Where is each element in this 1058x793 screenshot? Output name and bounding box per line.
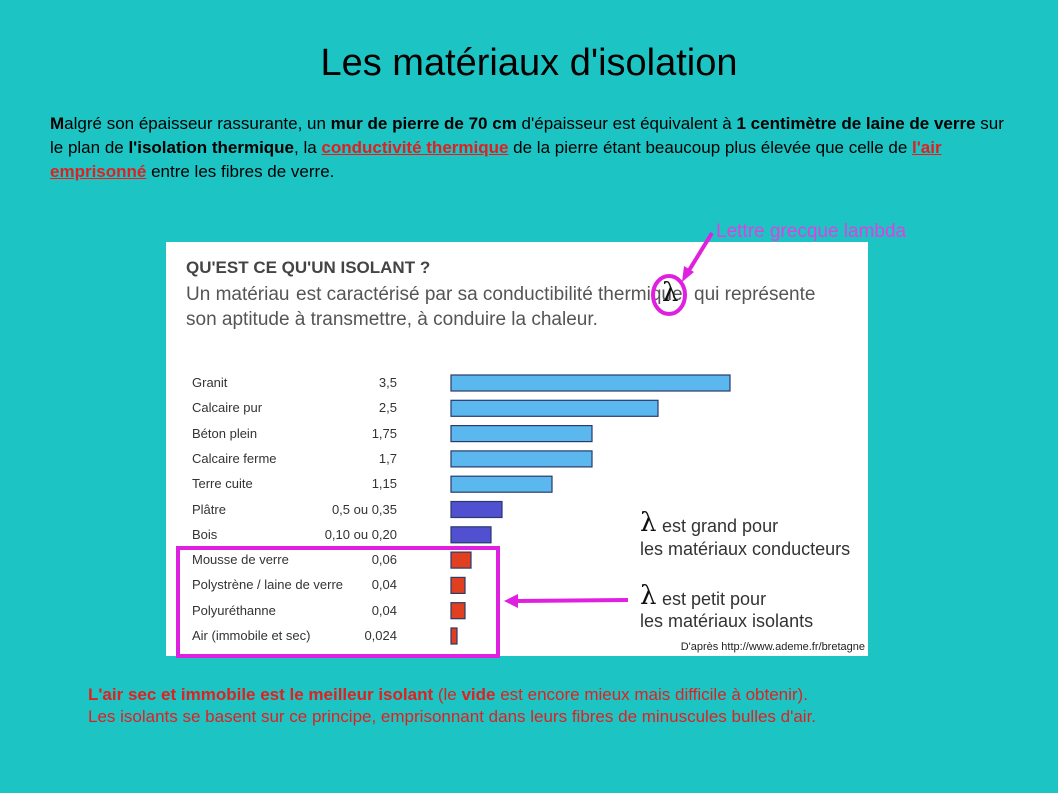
material-name: Granit xyxy=(192,375,228,390)
bar xyxy=(450,425,593,443)
text: entre les fibres de verre. xyxy=(146,162,335,181)
material-name: Bois xyxy=(192,526,218,542)
arrow xyxy=(515,598,629,603)
note: les matériaux conducteurs xyxy=(640,539,851,559)
text: Les isolants se basent sur ce principe, … xyxy=(88,707,817,726)
text: , la xyxy=(294,138,322,157)
note: est grand pour xyxy=(662,516,779,536)
bar xyxy=(450,399,659,417)
material-name: Polyuréthanne xyxy=(192,602,276,618)
text: algré son épaisseur rassurante, un xyxy=(64,114,331,133)
lambda-value: 0,06 xyxy=(371,552,397,568)
text: L'air sec et immobile est le meilleur is… xyxy=(88,685,434,704)
lambda-value: 1,7 xyxy=(378,450,397,466)
bars xyxy=(450,374,731,645)
figure: QU'EST CE QU'UN ISOLANT ? Un matériau es… xyxy=(166,242,868,656)
link-text: conductivité thermique xyxy=(321,138,509,157)
text: (le xyxy=(433,685,462,704)
text: l'isolation thermique xyxy=(128,138,295,157)
link-text: l'air emprisonné xyxy=(50,138,942,181)
lambda-symbol: λ xyxy=(640,508,657,538)
figure-text: qui représente xyxy=(694,284,816,305)
lambda-value: 2,5 xyxy=(378,400,397,416)
bar xyxy=(450,450,593,468)
note: est petit pour xyxy=(662,589,767,609)
bar xyxy=(450,475,553,493)
figure-text: son aptitude à transmettre, à conduire l… xyxy=(186,309,598,330)
material-name: Calcaire pur xyxy=(192,400,263,416)
text: vide xyxy=(461,685,496,704)
bar xyxy=(450,374,731,392)
text: 1 centimètre de laine de verre xyxy=(736,114,976,133)
material-name: Béton plein xyxy=(192,425,258,441)
text: d'épaisseur est équivalent à xyxy=(516,114,737,133)
lambda-value: 3,5 xyxy=(378,375,397,390)
lambda-value: 0,04 xyxy=(371,602,397,618)
figure-text: est caractérisé par sa conductibilité th… xyxy=(296,284,683,305)
lambda-value: 0,04 xyxy=(371,577,397,593)
material-name: Plâtre xyxy=(192,501,226,517)
source: D'après http://www.ademe.fr/bretagne xyxy=(680,641,865,653)
bar xyxy=(450,551,472,569)
note: les matériaux isolants xyxy=(640,611,814,631)
annotation: Lettre grecque lambda xyxy=(716,221,907,242)
title: Les matériaux d'isolation xyxy=(320,42,738,84)
arrow-head xyxy=(682,266,694,282)
lambda-value: 1,75 xyxy=(371,425,397,441)
arrow-head xyxy=(504,594,518,608)
lambda-value: 0,024 xyxy=(364,628,397,643)
material-name: Polystrène / laine de verre xyxy=(192,577,344,593)
material-name: Terre cuite xyxy=(192,476,253,492)
text: de la pierre étant beaucoup plus élevée … xyxy=(508,138,913,157)
conclusion: L'air sec et immobile est le meilleur is… xyxy=(88,684,1028,728)
arrow xyxy=(686,231,714,274)
lambda-value: 0,5 ou 0,35 xyxy=(331,501,397,517)
material-name: Air (immobile et sec) xyxy=(192,628,311,643)
text: mur de pierre de 70 cm xyxy=(330,114,517,133)
lambda-symbol: λ xyxy=(640,581,657,611)
text: sur le plan de xyxy=(50,114,1004,157)
lambda-symbol: λ xyxy=(662,278,679,308)
bar xyxy=(450,500,503,519)
text: est encore mieux mais difficile à obteni… xyxy=(495,685,808,704)
text: M xyxy=(50,114,65,133)
figure-heading: QU'EST CE QU'UN ISOLANT ? xyxy=(186,258,431,277)
bar xyxy=(450,526,492,544)
lambda-value: 1,15 xyxy=(371,476,397,492)
figure-text: Un matériau xyxy=(186,284,290,305)
bar xyxy=(450,576,466,594)
lambda-value: 0,10 ou 0,20 xyxy=(324,526,397,542)
highlight-circle xyxy=(651,274,687,316)
intro: Malgré son épaisseur rassurante, un mur … xyxy=(50,112,1020,184)
material-name: Mousse de verre xyxy=(192,552,289,568)
material-name: Calcaire ferme xyxy=(192,450,277,466)
highlight-box xyxy=(176,546,500,658)
bar xyxy=(450,627,458,645)
bar xyxy=(450,602,466,620)
